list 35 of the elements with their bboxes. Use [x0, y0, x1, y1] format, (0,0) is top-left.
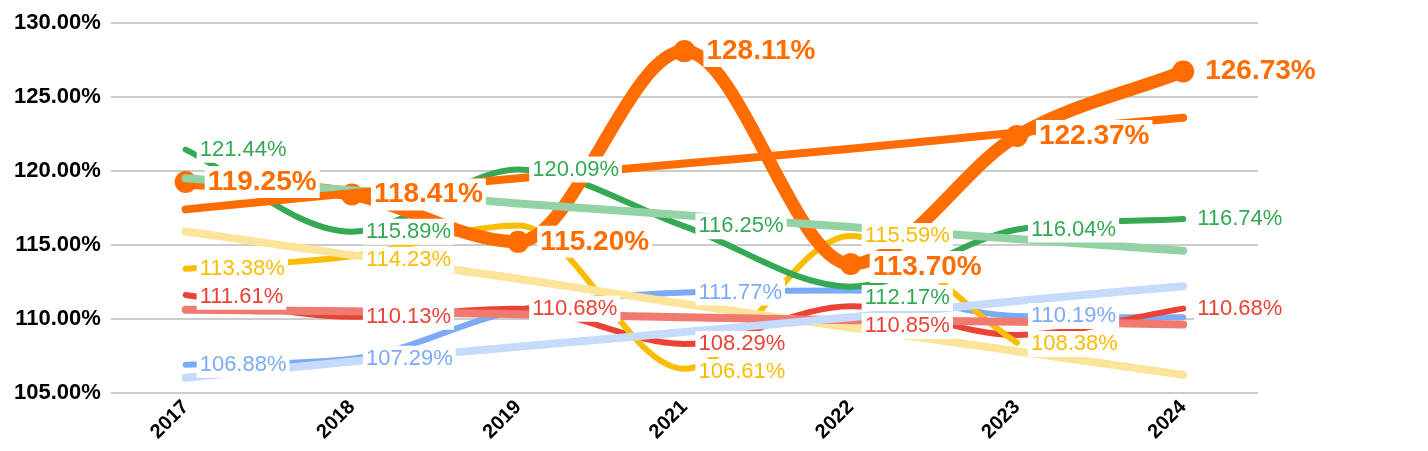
data-label: 113.70% — [872, 249, 982, 281]
y-tick-label: 105.00% — [13, 378, 101, 404]
data-label: 111.61% — [199, 282, 284, 308]
y-tick-label: 115.00% — [15, 230, 101, 256]
data-label: 107.29% — [365, 344, 453, 370]
data-label: 122.37% — [1038, 118, 1150, 150]
data-label: 119.25% — [207, 164, 317, 196]
data-label: 115.20% — [540, 224, 650, 256]
y-tick-label: 120.00% — [13, 157, 101, 183]
data-label: 118.41% — [373, 177, 484, 209]
y-tick-label: 125.00% — [13, 83, 101, 109]
data-label: 110.68% — [532, 294, 618, 320]
y-tick-label: 130.00% — [13, 9, 101, 35]
data-label: 121.44% — [199, 135, 287, 161]
data-label: 112.17% — [864, 284, 950, 310]
data-label: 126.73% — [1205, 54, 1316, 86]
data-label: 110.85% — [864, 312, 950, 338]
data-label: 106.88% — [199, 350, 287, 376]
data-label: 106.61% — [698, 358, 786, 384]
data-label: 111.77% — [698, 278, 783, 304]
data-label: 108.29% — [698, 330, 786, 356]
data-label: 110.19% — [1030, 301, 1117, 327]
data-label: 114.23% — [365, 245, 452, 271]
data-label: 108.38% — [1030, 329, 1118, 355]
y-tick-label: 110.00% — [15, 304, 101, 330]
data-label: 120.09% — [532, 155, 620, 181]
data-label: 116.04% — [1030, 215, 1117, 241]
data-label: 115.59% — [864, 222, 950, 248]
data-label: 128.11% — [706, 33, 816, 65]
data-label: 113.38% — [199, 254, 285, 280]
data-label: 115.89% — [365, 217, 452, 243]
data-label: 116.74% — [1197, 205, 1283, 231]
data-label: 110.68% — [1197, 294, 1283, 320]
data-label: 116.25% — [698, 212, 784, 238]
data-label: 110.13% — [365, 302, 452, 328]
